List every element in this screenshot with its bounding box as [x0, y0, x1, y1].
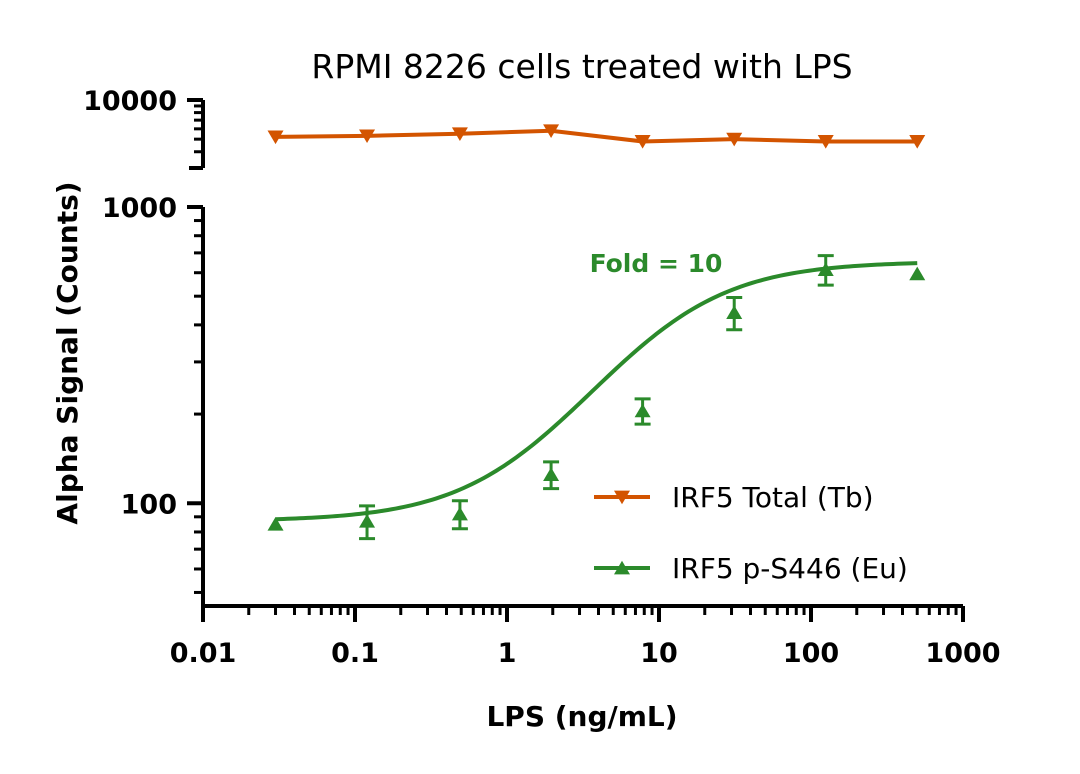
upper-series-layer: [267, 124, 926, 149]
series-phospho-point: [909, 266, 926, 281]
series-total-point: [267, 130, 284, 145]
legend-marker-phospho: [614, 560, 630, 575]
y-axis-label: Alpha Signal (Counts): [51, 181, 84, 524]
series-total-point: [451, 127, 468, 141]
legend: IRF5 Total (Tb) IRF5 p-S446 (Eu): [594, 481, 908, 585]
series-total-point: [817, 135, 834, 149]
y-tick-label: 100: [121, 489, 177, 520]
chart-title: RPMI 8226 cells treated with LPS: [311, 47, 852, 86]
annotation-fold: Fold = 10: [590, 249, 723, 278]
series-phospho-fit-line: [275, 261, 918, 522]
series-total-point: [359, 129, 376, 144]
series-phospho-point: [267, 516, 284, 531]
legend-marker-total: [614, 490, 630, 505]
series-total-point: [634, 135, 651, 149]
series-total-point: [543, 124, 560, 138]
series-phospho-point: [359, 513, 376, 528]
x-tick-label: 0.01: [170, 638, 237, 669]
series-phospho-point: [543, 467, 560, 481]
series-phospho-point: [451, 506, 468, 521]
series-total-point: [909, 135, 926, 149]
x-axis-label: LPS (ng/mL): [486, 700, 677, 733]
x-tick-label: 1: [498, 638, 517, 669]
legend-label-phospho: IRF5 p-S446 (Eu): [672, 552, 908, 585]
series-phospho-point: [634, 403, 651, 418]
x-tick-label: 10: [640, 638, 678, 669]
x-tick-label: 0.1: [331, 638, 379, 669]
series-phospho-point: [726, 305, 743, 320]
x-tick-label: 100: [783, 638, 839, 669]
x-tick-label: 1000: [925, 638, 1000, 669]
series-total-point: [726, 132, 743, 147]
y-tick-label: 1000: [102, 193, 177, 224]
y-tick-label: 10000: [83, 86, 177, 117]
lower-series-layer: [267, 254, 926, 541]
axes: 0.01 0.1 1 10 100 1000 100 1000 10000: [83, 86, 1001, 669]
series-phospho-point: [817, 262, 834, 276]
legend-label-total: IRF5 Total (Tb): [672, 481, 874, 514]
series-total-line: [275, 128, 918, 144]
